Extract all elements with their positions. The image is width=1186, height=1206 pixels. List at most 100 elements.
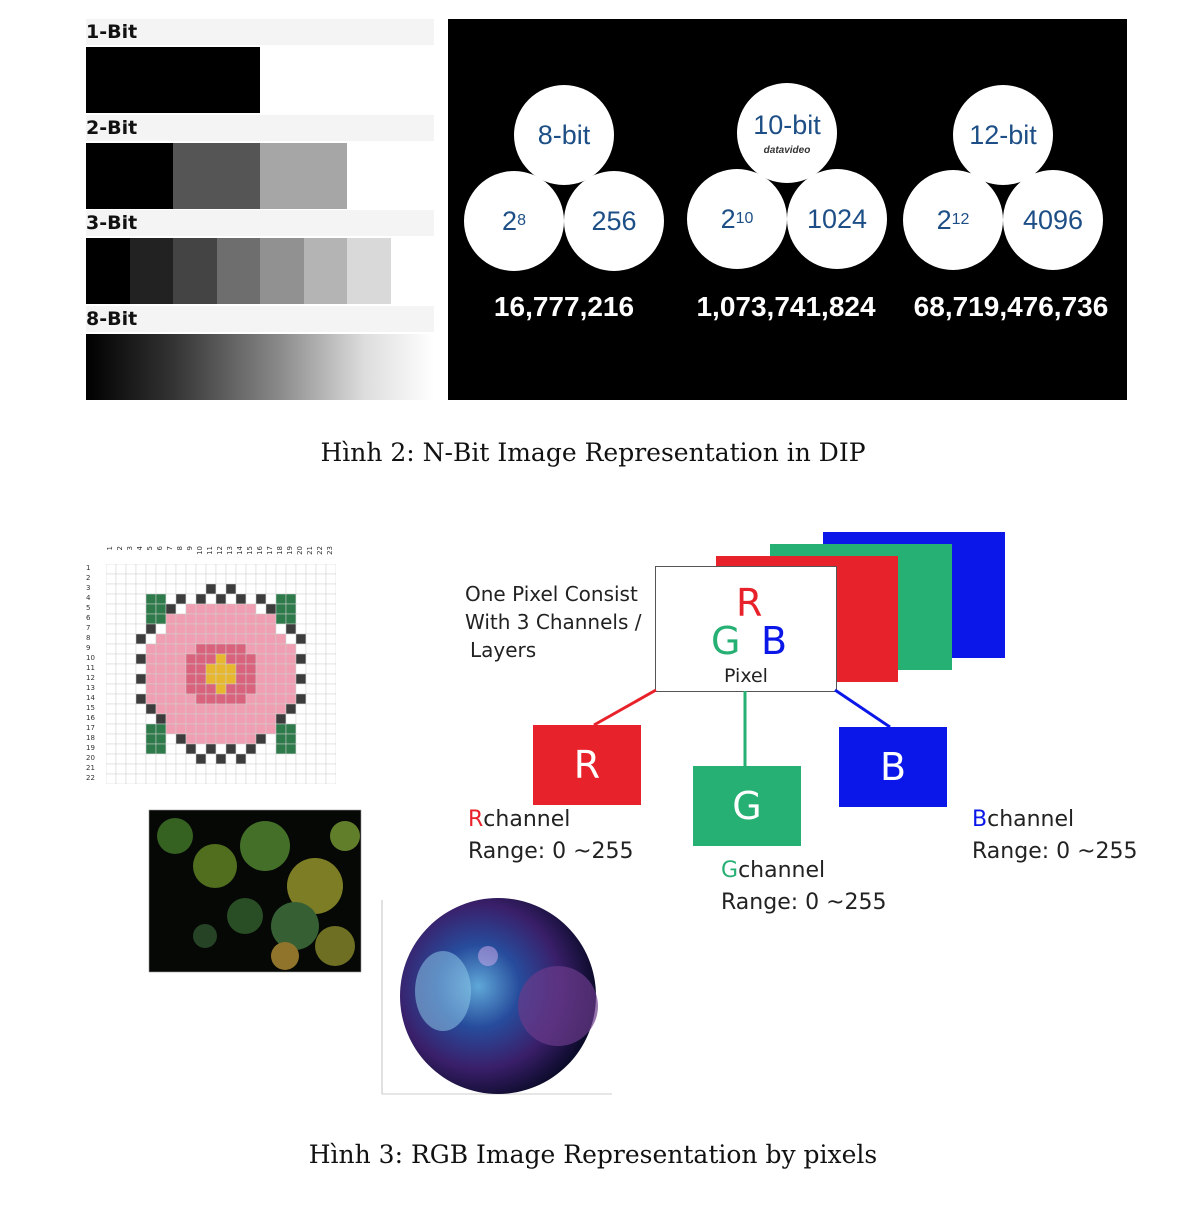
grid-row-number: 1 (86, 564, 91, 572)
grid-row-number: 22 (86, 774, 95, 782)
circle-value-256: 256 (564, 171, 664, 271)
channel-letter-g: G (721, 858, 739, 883)
bit-row-1 (86, 47, 434, 113)
channel-name-g: channel (738, 858, 826, 883)
bit-label-1: 1-Bit (86, 19, 434, 45)
circle-top-8bit: 8-bit (514, 85, 614, 185)
bit-row-3 (86, 238, 434, 304)
channel-range-g: Range: 0 ~255 (721, 890, 887, 915)
shade-swatch (390, 238, 434, 304)
bit-row-8-gradient (86, 334, 434, 400)
shade-swatch (260, 238, 304, 304)
grid-row-number: 5 (86, 604, 91, 612)
connector-red (593, 688, 657, 727)
channel-box-g: G (693, 766, 801, 846)
bit-label-2: 2-Bit (86, 115, 434, 141)
power-base: 2 (720, 203, 736, 234)
circle-top-10bit-label: 10-bit (753, 110, 821, 140)
grid-row-number: 14 (86, 694, 95, 702)
pixel-b: B (761, 619, 788, 663)
channel-label-g: Gchannel Range: 0 ~255 (721, 855, 887, 919)
shade-swatch (173, 143, 260, 209)
figure-2-caption: Hình 2: N-Bit Image Representation in DI… (320, 438, 866, 467)
bit-label-8: 8-Bit (86, 306, 434, 332)
shade-swatch (347, 143, 434, 209)
circle-power-10: 2 10 (687, 169, 787, 269)
power-base: 2 (502, 205, 518, 236)
grid-row-number: 17 (86, 724, 95, 732)
grid-row-number: 6 (86, 614, 91, 622)
grid-row-number: 18 (86, 734, 95, 742)
circle-value-4096: 4096 (1003, 170, 1103, 270)
power-base: 2 (936, 204, 952, 235)
grid-row-number: 2 (86, 574, 91, 582)
shade-swatch (216, 238, 260, 304)
grid-row-number: 13 (86, 684, 95, 692)
circle-power-12: 2 12 (903, 170, 1003, 270)
grid-row-number: 9 (86, 644, 91, 652)
grid-row-number: 20 (86, 754, 95, 762)
total-12bit: 68,719,476,736 (913, 291, 1109, 322)
channel-name-r: channel (483, 807, 571, 832)
bit-label-3: 3-Bit (86, 210, 434, 236)
grid-row-number: 8 (86, 634, 91, 642)
cosmic-face-plot (368, 896, 616, 1102)
grid-row-number: 10 (86, 654, 95, 662)
grid-row-number: 4 (86, 594, 91, 602)
grid-row-number: 16 (86, 714, 95, 722)
total-8bit: 16,777,216 (493, 291, 635, 322)
grid-row-number: 3 (86, 584, 91, 592)
pixel-grid (106, 564, 336, 784)
pixel-cell (325, 773, 336, 784)
shade-swatch (86, 143, 173, 209)
grid-row-number: 11 (86, 664, 95, 672)
grid-row-number: 7 (86, 624, 91, 632)
shade-swatch (86, 47, 260, 113)
connector-blue (834, 688, 891, 729)
channel-letter-r: R (468, 807, 484, 832)
grid-row-numbers: 1 2 3 4 5 6 7 8 9 10 11 12 13 14 15 16 17 18 19 20 21 22 (86, 564, 104, 786)
pixel-g: G (711, 619, 741, 663)
pixel-r: R (736, 581, 763, 625)
channel-label-r: Rchannel Range: 0 ~255 (468, 804, 634, 868)
total-10bit: 1,073,741,824 (696, 291, 876, 322)
figure-3-caption: Hình 3: RGB Image Representation by pixe… (308, 1140, 878, 1169)
shade-swatch (260, 143, 347, 209)
channel-label-b: Bchannel Range: 0 ~255 (972, 804, 1138, 868)
channel-letter-b: B (972, 807, 988, 832)
shade-swatch (303, 238, 347, 304)
grid-row-number: 21 (86, 764, 95, 772)
power-exp: 12 (951, 211, 970, 228)
shade-swatch (347, 238, 391, 304)
power-exp: 10 (735, 210, 754, 227)
bit-row-2 (86, 143, 434, 209)
intro-text: One Pixel Consist With 3 Channels / Laye… (465, 580, 641, 664)
channel-box-r: R (533, 725, 641, 805)
circle-top-12bit: 12-bit (953, 85, 1053, 185)
grid-row-number: 12 (86, 674, 95, 682)
circle-value-1024: 1024 (787, 169, 887, 269)
power-exp: 8 (517, 212, 526, 229)
shade-swatch (173, 238, 217, 304)
shade-swatch (86, 238, 130, 304)
channel-box-b: B (839, 727, 947, 807)
grid-row-number: 19 (86, 744, 95, 752)
intro-line-2: With 3 Channels / (465, 610, 642, 634)
pixel-box: R G B Pixel (655, 566, 837, 692)
intro-line-3: Layers (470, 638, 537, 662)
shade-swatch (260, 47, 434, 113)
channel-range-r: Range: 0 ~255 (468, 839, 634, 864)
shade-swatch (129, 238, 173, 304)
channel-range-b: Range: 0 ~255 (972, 839, 1138, 864)
terrain-image-plot (145, 806, 365, 978)
datavideo-logo: datavideo (763, 145, 811, 156)
intro-line-1: One Pixel Consist (465, 582, 638, 606)
circle-top-10bit: 10-bit datavideo (737, 83, 837, 183)
pixel-label: Pixel (724, 665, 768, 687)
channel-name-b: channel (987, 807, 1075, 832)
grid-row-number: 15 (86, 704, 95, 712)
